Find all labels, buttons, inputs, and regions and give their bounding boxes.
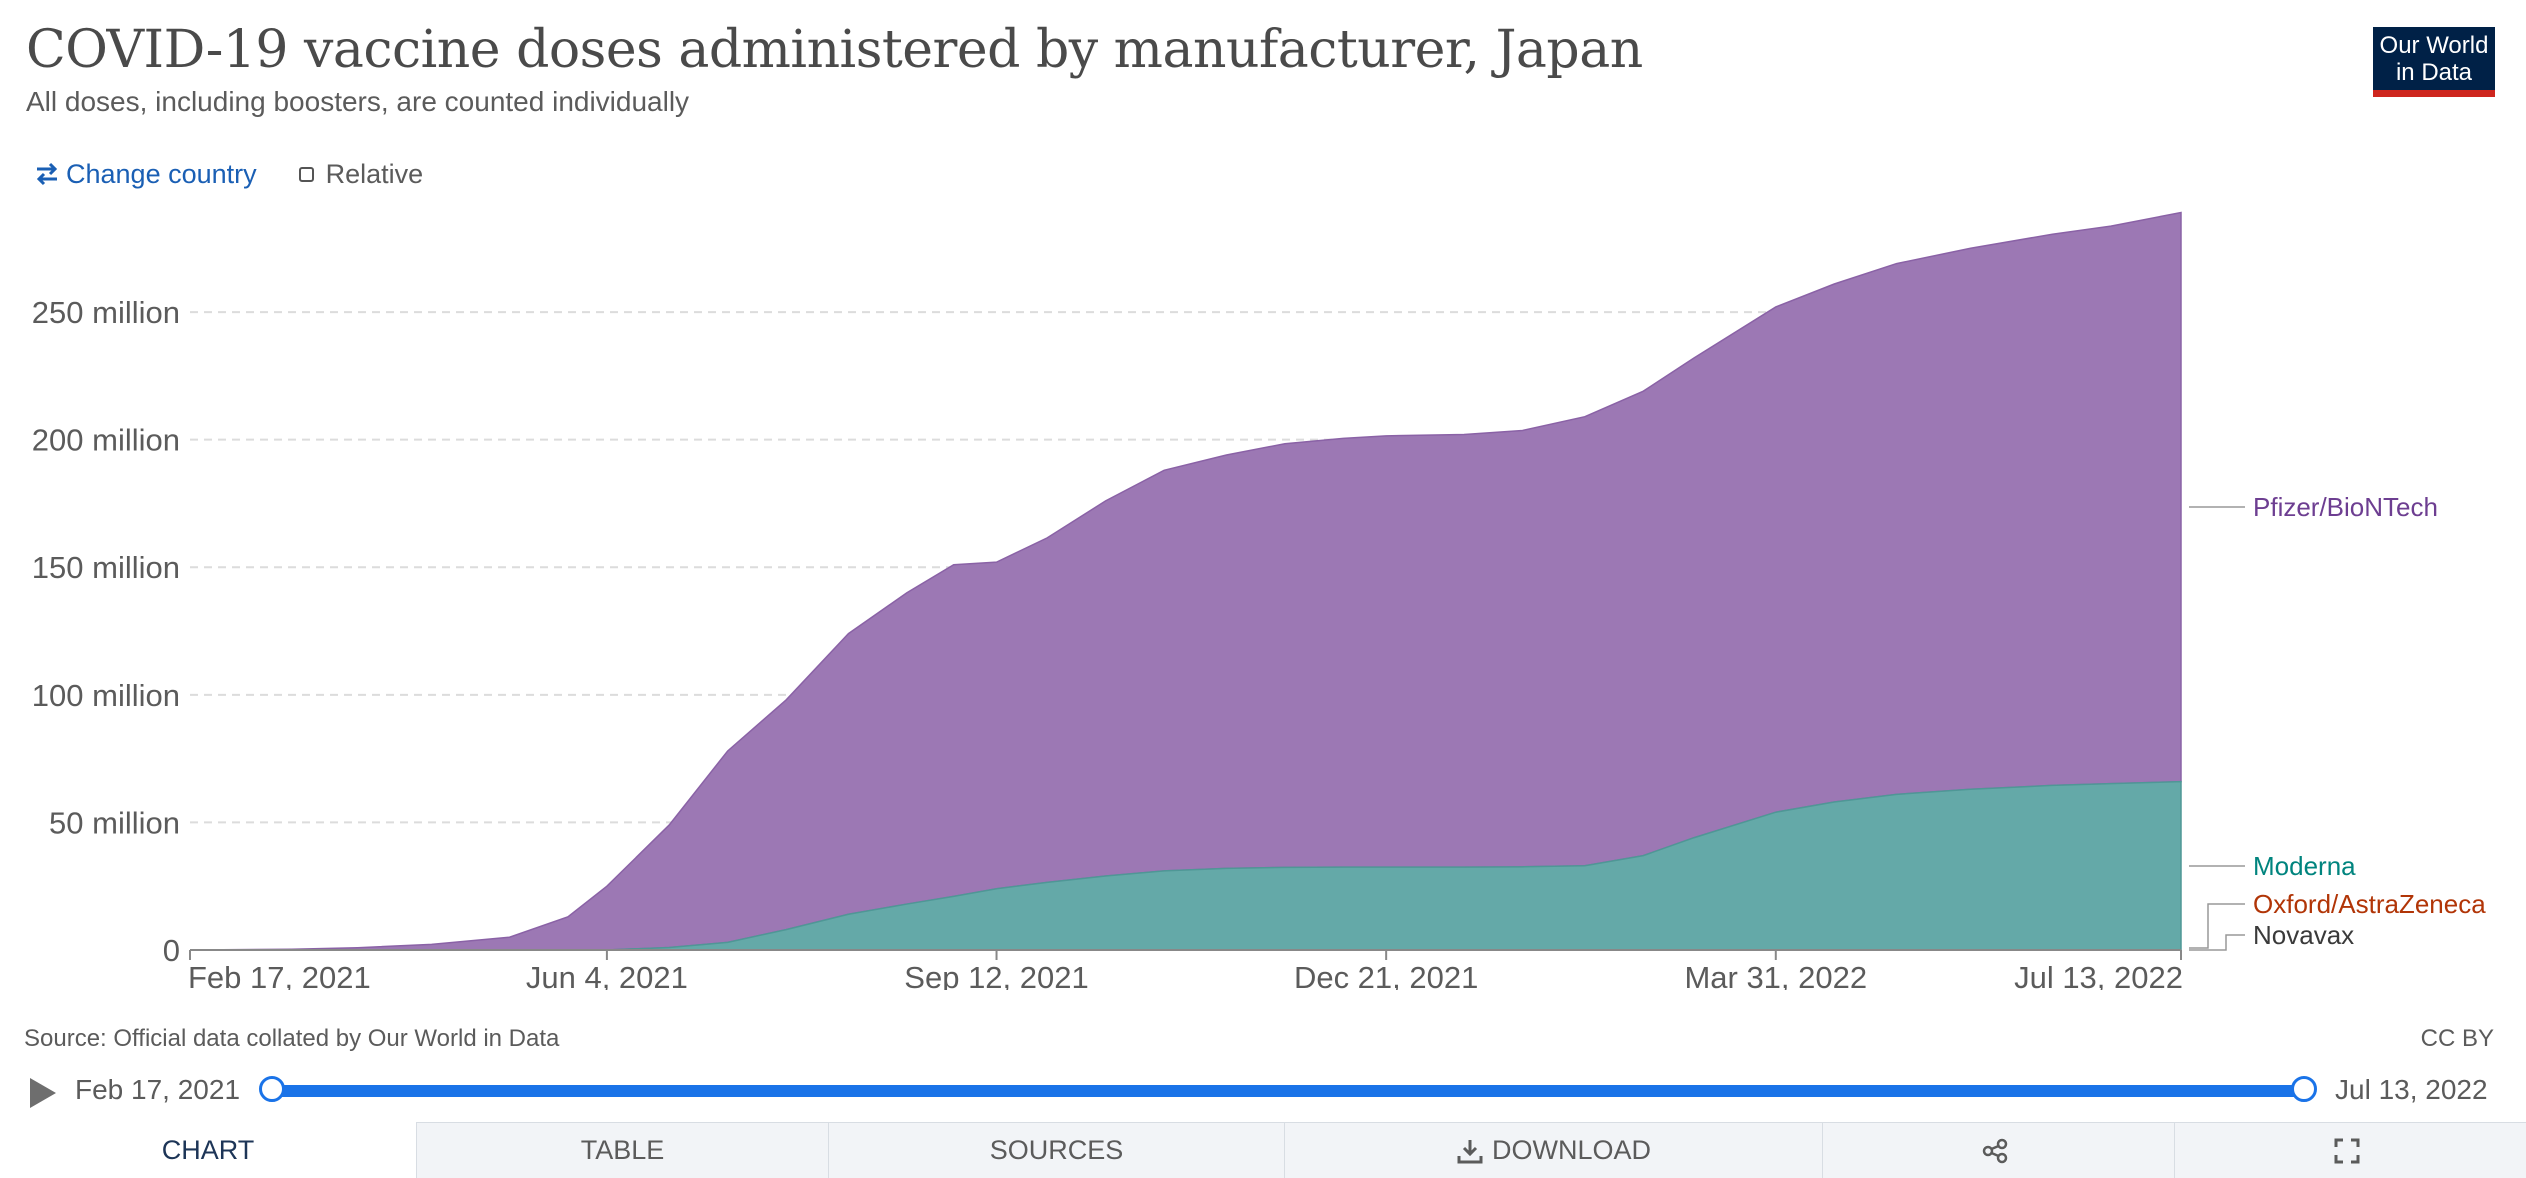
astrazeneca-label[interactable]: Oxford/AstraZeneca bbox=[2253, 889, 2486, 919]
change-country-label: Change country bbox=[66, 158, 257, 189]
logo-line-2: in Data bbox=[2395, 59, 2473, 86]
relative-checkbox[interactable] bbox=[298, 166, 314, 182]
timeline: Feb 17, 2021 Jul 13, 2022 bbox=[0, 1065, 2526, 1117]
novavax-connector bbox=[2189, 934, 2245, 951]
relative-label: Relative bbox=[325, 158, 424, 189]
chart-title: COVID-19 vaccine doses administered by m… bbox=[26, 20, 1643, 80]
tab-share[interactable] bbox=[1822, 1122, 2174, 1178]
novavax-label[interactable]: Novavax bbox=[2253, 920, 2354, 950]
tab-fullscreen[interactable] bbox=[2174, 1122, 2526, 1178]
logo-line-1: Our World bbox=[2379, 32, 2489, 59]
pfizer-label[interactable]: Pfizer/BioNTech bbox=[2253, 492, 2438, 522]
tab-chart-label: CHART bbox=[161, 1134, 255, 1165]
axes bbox=[189, 949, 2182, 960]
owid-logo[interactable]: Our World in Data bbox=[2373, 27, 2495, 97]
tab-chart[interactable]: CHART bbox=[0, 1122, 416, 1178]
series-labels: Pfizer/BioNTech Moderna Oxford/AstraZeneca… bbox=[2189, 492, 2486, 951]
tab-download[interactable]: DOWNLOAD bbox=[1284, 1122, 1822, 1178]
x-tick-label: Dec 21, 2021 bbox=[1294, 960, 1478, 990]
x-tick-label: Mar 31, 2022 bbox=[1684, 960, 1867, 990]
x-tick-label: Feb 17, 2021 bbox=[188, 960, 371, 990]
timeline-end-handle[interactable] bbox=[2291, 1076, 2317, 1102]
timeline-start-date: Feb 17, 2021 bbox=[75, 1074, 241, 1105]
tab-bar: CHART TABLE SOURCES DOWNLOAD bbox=[0, 1122, 2526, 1178]
tab-table[interactable]: TABLE bbox=[416, 1122, 828, 1178]
x-tick-label: Jul 13, 2022 bbox=[2014, 960, 2183, 990]
chart-controls: Change country Relative bbox=[34, 154, 423, 194]
y-tick-label: 250 million bbox=[32, 295, 180, 330]
x-tick-label: Sep 12, 2021 bbox=[904, 960, 1088, 990]
timeline-end-date: Jul 13, 2022 bbox=[2335, 1074, 2488, 1105]
stacked-area-chart: 0 50 million 100 million 150 million 200 mil… bbox=[32, 211, 2486, 990]
timeline-track[interactable] bbox=[272, 1085, 2304, 1097]
timeline-start-handle[interactable] bbox=[259, 1076, 285, 1102]
chart-subtitle: All doses, including boosters, are count… bbox=[26, 86, 690, 117]
tab-table-label: TABLE bbox=[580, 1135, 665, 1165]
swap-arrows-icon bbox=[36, 162, 58, 186]
y-tick-label: 0 bbox=[163, 933, 180, 968]
source-note: Source: Official data collated by Our Wo… bbox=[24, 1025, 560, 1052]
area-series bbox=[189, 211, 2182, 951]
tab-download-label: DOWNLOAD bbox=[1491, 1135, 1651, 1165]
x-tick-label: Jun 4, 2021 bbox=[526, 960, 688, 990]
y-tick-label: 50 million bbox=[49, 805, 180, 840]
y-tick-label: 200 million bbox=[32, 423, 180, 458]
download-icon bbox=[1457, 1139, 1483, 1163]
y-tick-label: 150 million bbox=[32, 550, 180, 585]
license-link[interactable]: CC BY bbox=[2420, 1025, 2494, 1052]
fullscreen-icon bbox=[2334, 1138, 2359, 1163]
x-axis-labels: Feb 17, 2021 Jun 4, 2021 Sep 12, 2021 Dec 2… bbox=[188, 960, 2183, 990]
relative-toggle[interactable]: Relative bbox=[298, 158, 424, 190]
play-icon[interactable] bbox=[30, 1078, 56, 1108]
share-icon bbox=[1982, 1138, 2007, 1163]
tab-sources[interactable]: SOURCES bbox=[828, 1122, 1284, 1178]
astrazeneca-connector bbox=[2189, 903, 2245, 949]
logo-accent-bar bbox=[2373, 90, 2495, 97]
tab-sources-label: SOURCES bbox=[989, 1135, 1124, 1165]
moderna-label[interactable]: Moderna bbox=[2253, 851, 2356, 881]
y-tick-label: 100 million bbox=[32, 678, 180, 713]
y-axis-labels: 0 50 million 100 million 150 million 200 mil… bbox=[32, 295, 180, 968]
change-country-button[interactable]: Change country bbox=[34, 159, 257, 190]
